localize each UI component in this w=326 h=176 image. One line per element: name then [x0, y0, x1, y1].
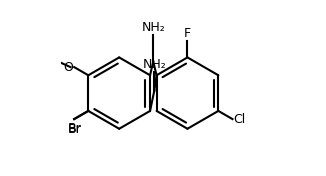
Text: Cl: Cl — [233, 113, 246, 126]
Text: NH₂: NH₂ — [142, 58, 166, 71]
Text: Br: Br — [68, 123, 82, 136]
Text: Br: Br — [67, 122, 81, 135]
Text: NH₂: NH₂ — [141, 21, 165, 34]
Text: F: F — [184, 27, 191, 40]
Text: O: O — [63, 61, 73, 74]
